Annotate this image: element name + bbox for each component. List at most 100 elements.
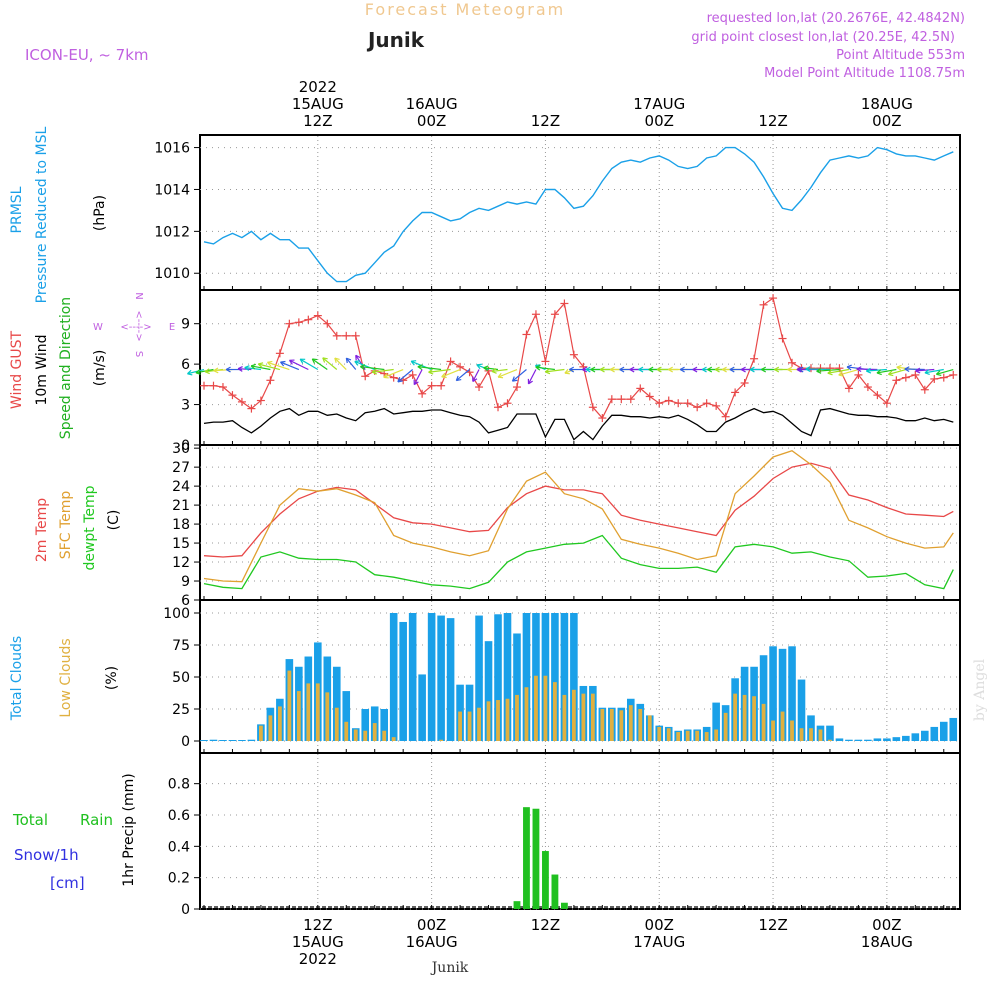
wind-arrow-head (838, 371, 843, 376)
low-cloud-bar (372, 723, 377, 741)
wind-arrow-head (564, 372, 570, 375)
low-cloud-bar (287, 670, 292, 741)
time-label-top: 12Z (303, 112, 332, 130)
wind-arrow (299, 358, 319, 371)
total-cloud-bar (247, 739, 256, 741)
wind-arrow-head (707, 366, 713, 371)
wind-arrow-head (355, 354, 361, 359)
wind-arrow-head (582, 368, 588, 373)
wind-arrow-head (701, 368, 707, 373)
wind-arrow-head (816, 370, 822, 374)
wind-arrow-head (866, 370, 872, 374)
low-cloud-bar (562, 694, 567, 741)
wind-arrow-head (257, 363, 263, 368)
wind-arrow-head (491, 368, 497, 372)
wind-arrow-head (195, 372, 201, 375)
wind-arrow-head (692, 366, 698, 371)
compass-north: N (133, 292, 144, 299)
y-tick-label: 100 (163, 606, 190, 622)
wind-arrow (827, 368, 850, 374)
total-cloud-bar (570, 613, 578, 741)
wind-arrow-head (299, 358, 304, 364)
wind-arrow (289, 359, 309, 371)
total-cloud-bar (380, 709, 388, 741)
wind-arrow-head (876, 372, 882, 376)
temp-dew-label: dewpt Temp (82, 485, 98, 570)
wind-arrow-head (619, 366, 625, 371)
rain-bar (551, 874, 559, 909)
total-cloud-bar (788, 646, 796, 741)
wind-arrow-head (204, 368, 210, 373)
wind-arrow-head (585, 366, 591, 371)
wind-arrow-head (924, 369, 930, 374)
clouds-panel: 0 25 50 75 100 Total Clouds Low Clouds (%) (9, 599, 961, 754)
wind-arrow-head (692, 368, 698, 373)
wind-arrow-head (334, 357, 337, 364)
low-cloud-bar (657, 726, 662, 741)
wind-arrow-head (714, 368, 720, 373)
wind-arrow-head (761, 366, 767, 371)
wind-arrow (413, 369, 423, 385)
wind-arrow (244, 366, 261, 371)
wind-arrow-head (237, 366, 243, 370)
total-cloud-bar (503, 613, 512, 741)
wind-arrow (545, 368, 565, 373)
time-label-bottom: 00Z (645, 916, 674, 934)
wind-arrow (838, 368, 859, 376)
wind-arrow-head (360, 364, 366, 368)
wind-arrow-head (707, 368, 713, 373)
wind-arrow-head (456, 379, 462, 382)
low-cloud-bar (733, 693, 738, 741)
wind-arrow-head (668, 368, 673, 373)
wind-arrow-head (935, 370, 941, 375)
wind-arrow-head (441, 376, 447, 379)
wind-arrow-head (876, 369, 882, 374)
wind-arrow-head (360, 366, 365, 370)
wind-arrow-head (936, 373, 942, 376)
y-tick-label: 1012 (154, 224, 190, 240)
wind-arrow-head (417, 366, 423, 371)
low-cloud-bar (761, 703, 766, 741)
total-cloud-bar (949, 717, 958, 741)
wind-arrow-head (244, 367, 250, 371)
pressure-panel: 1010 1012 1014 1016 PRMSL Pressure Reduced … (9, 126, 961, 303)
pressure-unit: (hPa) (92, 195, 108, 231)
precip-unit: 1hr Precip (mm) (121, 773, 137, 886)
wind-arrow-head (258, 362, 264, 365)
wind-arrow-head (544, 368, 550, 373)
wind-arrow (417, 366, 442, 371)
time-label-bottom: 15AUG (292, 933, 344, 951)
wind-arrow-head (417, 364, 423, 368)
wind-arrow-head (648, 366, 654, 371)
wind-arrow-head (749, 368, 755, 373)
pressure-label-msl: Pressure Reduced to MSL (34, 126, 50, 303)
wind-arrow-head (512, 379, 518, 382)
total-cloud-bar (513, 633, 521, 741)
rain-bar (560, 902, 568, 909)
wind-arrow-head (729, 366, 735, 371)
low-cloud-bar (666, 728, 671, 741)
total-cloud-bar (238, 740, 246, 741)
low-cloud-bar (790, 720, 794, 741)
low-cloud-bar (676, 732, 681, 741)
wind-arrow-head (638, 366, 644, 371)
low-cloud-bar (780, 711, 785, 741)
y-tick-label: 0 (181, 734, 190, 750)
precip-cm-label: [cm] (50, 874, 85, 892)
wind-arrow-head (609, 366, 615, 371)
wind-arrow-head (564, 368, 569, 374)
compass-horizontal: <----> (120, 322, 151, 333)
wind-arrow-head (288, 359, 293, 365)
requested-coords: requested lon,lat (20.2676E, 42.4842N) (707, 11, 965, 26)
time-label-bottom: 16AUG (406, 933, 458, 951)
sfc-temp-line (203, 449, 954, 583)
low-cloud-bar (524, 687, 529, 741)
wind-arrow-head (250, 365, 256, 370)
wind-arrow-head (213, 367, 219, 372)
wind-arrow-head (629, 366, 635, 371)
wind-arrow (805, 368, 830, 371)
low-cloud-bar (714, 729, 719, 741)
time-label-bottom: 00Z (417, 916, 446, 934)
wind-arrow-head (679, 368, 685, 373)
